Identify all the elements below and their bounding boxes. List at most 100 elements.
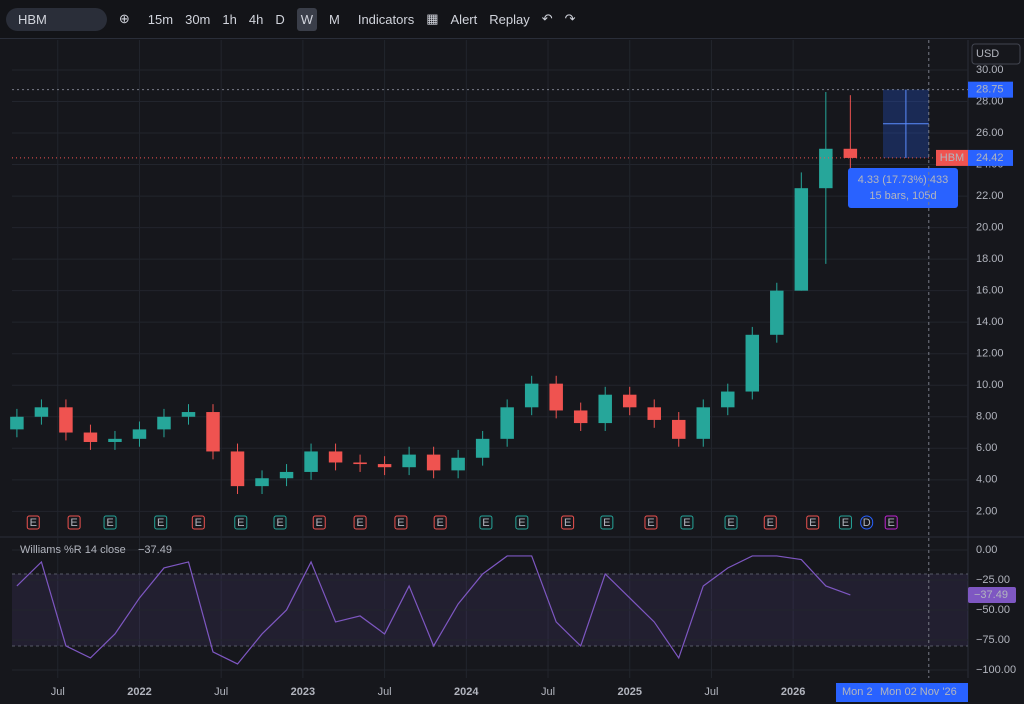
- event-label: E: [356, 517, 363, 529]
- event-marker: [273, 515, 287, 530]
- candle-body: [255, 478, 269, 487]
- y-tick-label: 22.00: [976, 190, 1004, 202]
- y-tick-label: 20.00: [976, 222, 1004, 234]
- measure-label-box: [848, 168, 958, 208]
- event-label: D: [863, 517, 871, 529]
- intervals: 15m 30m 1h 4h D W M: [142, 7, 346, 31]
- price-axis: [968, 40, 1024, 678]
- interval[interactable]: D: [275, 11, 285, 27]
- symbol-badge-label: HBM: [940, 152, 964, 164]
- toolbar: HBM ⊕ 15m 30m 1h 4h D W M Indicators ▦ Alert R…: [0, 0, 1024, 39]
- event-marker: [26, 515, 40, 530]
- event-label: E: [397, 517, 404, 529]
- event-marker: [561, 515, 575, 530]
- last-badge-label: 24.42: [976, 152, 1004, 164]
- interval[interactable]: 30m: [185, 11, 211, 27]
- event-label: E: [683, 517, 690, 529]
- y-tick-label: 12.00: [976, 348, 1004, 360]
- candle-body: [157, 416, 171, 430]
- y-tick-label: 18.00: [976, 253, 1004, 265]
- candle-body: [377, 464, 392, 468]
- event-label: E: [767, 517, 774, 529]
- event-marker: [680, 515, 694, 530]
- candle-body: [622, 394, 637, 408]
- candle-body: [598, 394, 612, 424]
- add-symbol[interactable]: ⊕: [118, 11, 130, 26]
- event-marker: [234, 515, 248, 530]
- candle-body: [206, 412, 220, 452]
- interval[interactable]: 4h: [248, 11, 264, 27]
- interval[interactable]: M: [329, 11, 340, 27]
- event-label: E: [564, 517, 571, 529]
- event-label: E: [276, 517, 283, 529]
- candle-body: [34, 407, 49, 417]
- event-label: E: [70, 517, 77, 529]
- indicator-line: [16, 555, 851, 665]
- candle-body: [10, 416, 24, 430]
- candle-body: [426, 454, 441, 471]
- interval[interactable]: 1h: [222, 11, 237, 27]
- y-tick-label: 2.00: [976, 505, 997, 517]
- candle-body: [500, 407, 514, 439]
- y-tick-label: 28.00: [976, 95, 1004, 107]
- candle-body: [819, 148, 833, 189]
- undo[interactable]: ↶: [541, 11, 553, 26]
- candle-body: [721, 391, 735, 408]
- indicators[interactable]: Indicators: [357, 11, 415, 27]
- x-tick-label: Jul: [214, 686, 228, 698]
- templates[interactable]: ▦: [426, 11, 439, 26]
- redo[interactable]: ↷: [564, 11, 576, 26]
- event-label: E: [809, 517, 816, 529]
- x-tick-label: 2023: [291, 686, 315, 698]
- candle-body: [770, 290, 784, 335]
- candle-body: [59, 407, 73, 433]
- y-tick-label: 8.00: [976, 411, 997, 423]
- currency-box: [971, 43, 1021, 65]
- alert[interactable]: Alert: [450, 11, 478, 27]
- event-marker: [644, 515, 658, 530]
- x-tick-label: 2026: [781, 686, 805, 698]
- event-label: E: [888, 517, 895, 529]
- event-marker: [600, 515, 614, 530]
- symbol-search[interactable]: HBM: [6, 7, 107, 31]
- event-marker: [884, 515, 898, 530]
- y-tick-label: −75.00: [976, 634, 1010, 646]
- candle-body: [745, 334, 760, 392]
- candle-body: [524, 383, 539, 408]
- event-label: E: [30, 517, 37, 529]
- indicator-title: Williams %R 14 close: [20, 544, 126, 556]
- crosshair-label: Mon 02 Nov '26: [880, 686, 957, 698]
- candle-body: [402, 454, 416, 468]
- event-marker: [433, 515, 447, 530]
- event-marker: [806, 515, 820, 530]
- y-tick-label: 0.00: [976, 544, 997, 556]
- event-marker: [154, 515, 168, 530]
- y-tick-label: −25.00: [976, 574, 1010, 586]
- event-label: E: [195, 517, 202, 529]
- candle-body: [475, 438, 490, 458]
- event-label: E: [482, 517, 489, 529]
- y-tick-label: −50.00: [976, 604, 1010, 616]
- y-tick-label: 16.00: [976, 285, 1004, 297]
- event-marker: [479, 515, 493, 530]
- interval[interactable]: 15m: [147, 11, 174, 27]
- event-label: E: [647, 517, 654, 529]
- x-tick-label: 2025: [617, 686, 641, 698]
- candle-body: [328, 451, 343, 463]
- crosshair-short: Mon 2: [842, 686, 873, 698]
- event-label: E: [436, 517, 443, 529]
- indicator-badge-label: −37.49: [974, 589, 1008, 601]
- candle-body: [279, 471, 294, 479]
- indicator-badge: [968, 586, 1016, 603]
- candle-body: [672, 419, 686, 439]
- replay[interactable]: Replay: [489, 11, 530, 27]
- y-tick-label: 26.00: [976, 127, 1004, 139]
- interval[interactable]: W: [296, 7, 317, 31]
- measure-bars: 15 bars, 105d: [869, 190, 936, 202]
- candle-body: [549, 383, 563, 411]
- candle-body: [353, 462, 367, 465]
- candle-body: [573, 410, 588, 424]
- event-marker: [353, 515, 367, 530]
- currency: USD: [976, 48, 999, 60]
